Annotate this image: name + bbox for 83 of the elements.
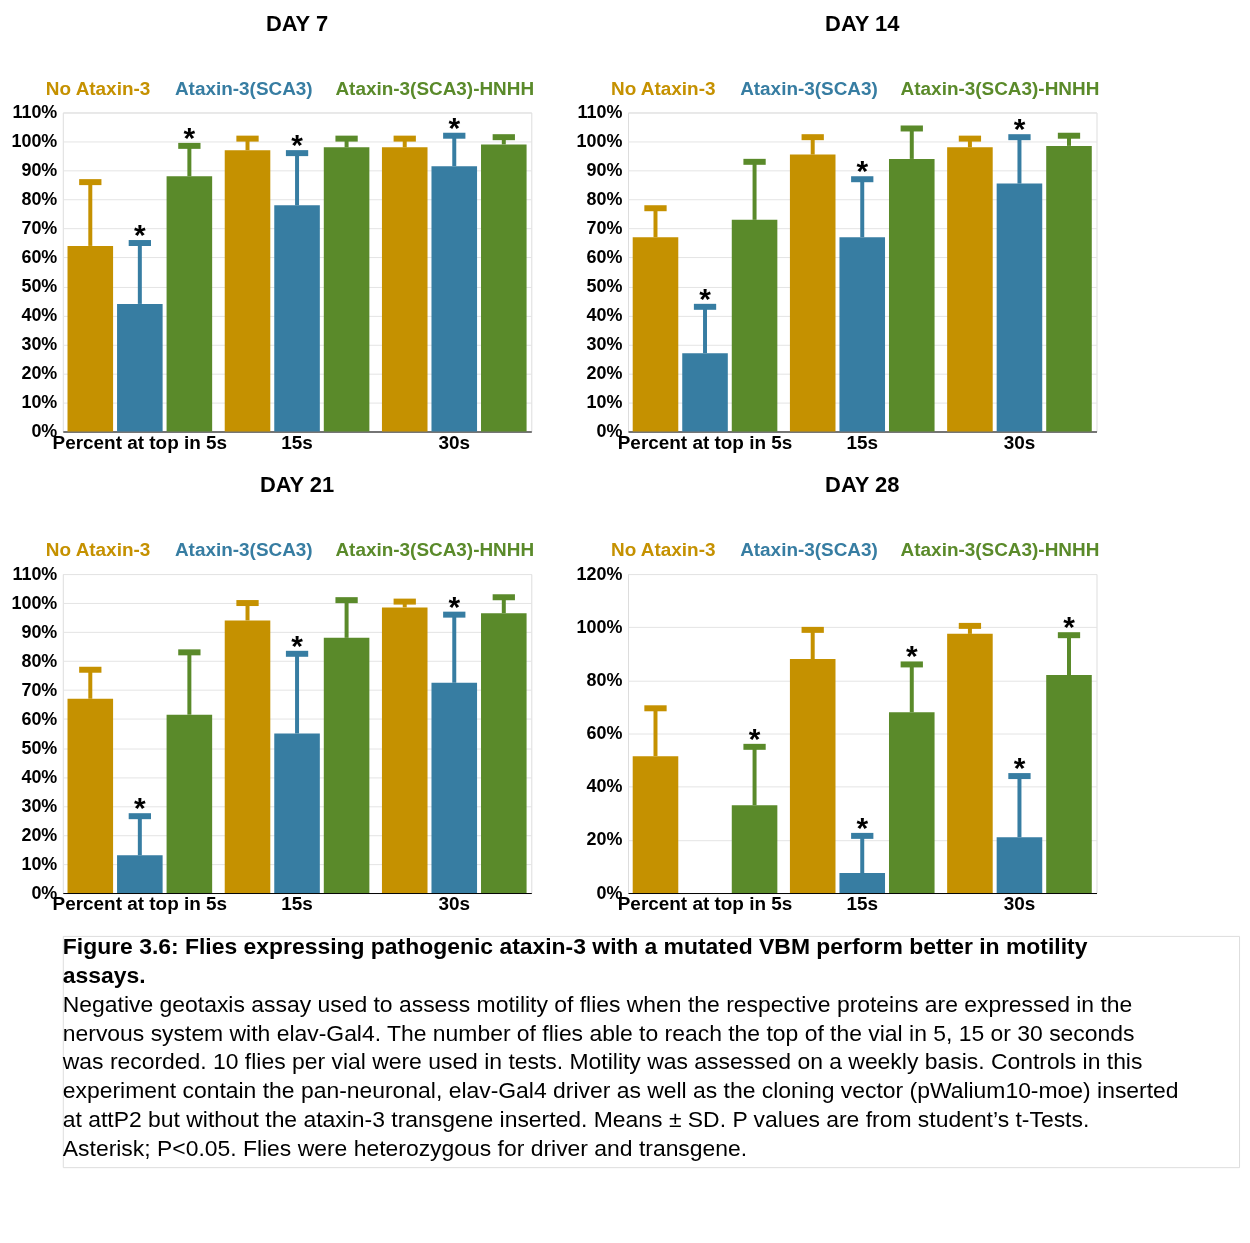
y-tick-label: 40% (21, 305, 58, 325)
bar (381, 607, 428, 894)
annotation: * (856, 810, 869, 844)
chart-title: DAY 14 (825, 10, 901, 36)
x-tick-label: 15s (846, 431, 879, 453)
annotation: * (448, 589, 461, 623)
annotation: * (1013, 112, 1026, 146)
y-tick-label: 100% (576, 131, 623, 152)
text: No Ataxin-3 (45, 539, 151, 561)
text: Ataxin-3(SCA3)-HNHH (900, 77, 1100, 99)
y-tick-label: 110% (12, 563, 58, 584)
chart-title: DAY 7 (265, 10, 329, 36)
bar (481, 144, 527, 432)
text: Ataxin-3(SCA3) (174, 77, 313, 99)
annotation: * (905, 639, 918, 673)
y-tick-label: 50% (21, 737, 58, 758)
annotation: * (134, 791, 147, 825)
y-tick-label: 10% (21, 853, 58, 874)
annotation: * (748, 721, 761, 755)
y-tick-label: 20% (586, 362, 623, 383)
y-tick-label: 70% (21, 218, 58, 238)
chart-title: DAY 21 (259, 472, 335, 498)
y-tick-label: 10% (586, 391, 623, 412)
y-tick-label: 50% (21, 276, 58, 296)
y-tick-label: 10% (21, 391, 58, 412)
y-tick-label: 110% (12, 102, 58, 123)
y-tick-label: 30% (21, 795, 58, 816)
y-tick-label: 100% (11, 592, 58, 613)
text: No Ataxin-3 (45, 77, 151, 99)
y-tick-label: 40% (586, 776, 623, 797)
x-tick-label: 15s (281, 893, 313, 915)
chart-title: DAY 28 (825, 472, 900, 498)
y-tick-label: 70% (586, 218, 623, 238)
text: No Ataxin-3 (611, 77, 716, 99)
y-tick-label: 80% (21, 650, 58, 671)
text: Negative geotaxis assay used to assess motility of flies when the respective proteins are expressed in the nervous system with elav-Gal4. The number of flies able to reach the top of the vial in 5, 15 or 30 seconds was recorded. 10 flies per vial were used in tests. Motility was assessed on a weekly basis. Controls in this experiment contain the pan-neuronal, elav-Gal4 driver as well as the cloning vector (pWalium10-moe) inserted at attP2 but without the ataxin-3 transgene inserted. Means ± SD. P values are from student’s t-Tests. Asterisk; P<0.05. Flies were heterozygous for driver and transgene. (61, 990, 1179, 1162)
y-tick-label: 30% (21, 334, 58, 354)
annotation: * (291, 128, 304, 162)
x-tick-label: 15s (846, 893, 879, 915)
y-tick-label: 120% (576, 563, 623, 584)
y-tick-label: 40% (21, 766, 58, 787)
x-tick-label: 30s (1003, 893, 1036, 915)
x-tick-label: 30s (438, 893, 471, 915)
y-tick-label: 60% (21, 247, 58, 267)
y-tick-label: 40% (586, 305, 623, 325)
y-tick-label: 60% (21, 708, 58, 729)
y-tick-label: 90% (586, 160, 623, 181)
y-tick-label: 20% (586, 829, 623, 850)
y-tick-label: 60% (586, 723, 623, 744)
y-tick-label: 20% (21, 824, 58, 845)
text: Ataxin-3(SCA3) (740, 77, 878, 99)
annotation: * (1063, 610, 1076, 644)
y-tick-label: 20% (21, 362, 58, 383)
y-tick-label: 80% (586, 189, 623, 209)
text: Ataxin-3(SCA3) (740, 539, 878, 561)
x-tick-label: 30s (438, 431, 471, 453)
caption: Figure 3.6: Flies expressing pathogenic ataxin-3 with a mutated VBM perform better in motility assays. (62, 932, 1088, 988)
annotation: * (699, 281, 712, 315)
annotation: * (448, 110, 461, 144)
annotation: * (134, 218, 147, 252)
y-tick-label: 80% (586, 669, 623, 690)
y-tick-label: 100% (576, 616, 623, 637)
x-tick-label: 15s (281, 431, 313, 453)
annotation: * (1013, 751, 1026, 785)
text: Ataxin-3(SCA3)-HNHH (900, 539, 1100, 561)
y-tick-label: 60% (586, 247, 623, 267)
bar (947, 633, 993, 894)
text: No Ataxin-3 (611, 539, 716, 561)
text: Ataxin-3(SCA3)-HNHH (335, 539, 535, 561)
y-tick-label: 110% (577, 102, 623, 123)
y-tick-label: 70% (21, 679, 58, 700)
y-tick-label: 90% (21, 621, 58, 642)
text: Ataxin-3(SCA3)-HNHH (335, 77, 535, 99)
y-tick-label: 80% (21, 189, 58, 209)
annotation: * (291, 628, 304, 662)
y-tick-label: 100% (11, 131, 58, 152)
text: Ataxin-3(SCA3) (174, 539, 313, 561)
annotation: * (183, 120, 196, 154)
y-tick-label: 90% (21, 160, 58, 181)
y-tick-label: 50% (586, 276, 623, 296)
annotation: * (856, 154, 869, 188)
y-tick-label: 30% (586, 334, 623, 354)
x-tick-label: 30s (1003, 431, 1036, 453)
